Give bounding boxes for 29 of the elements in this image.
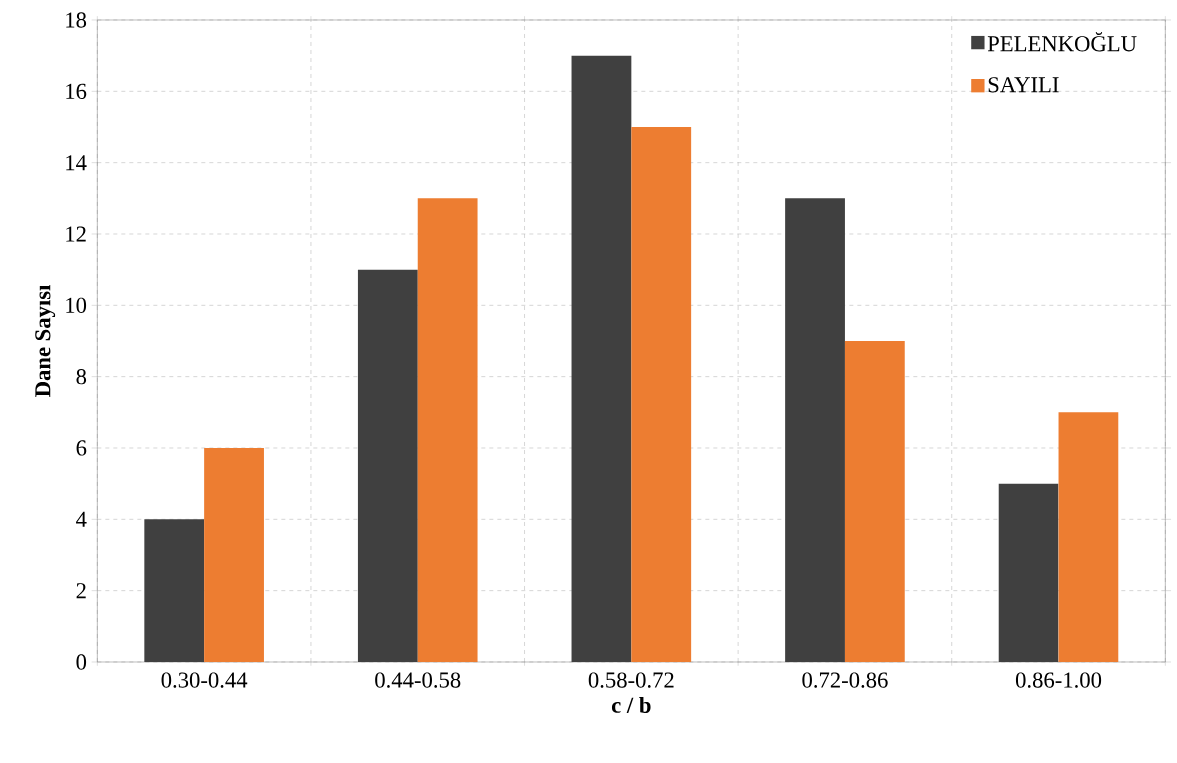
bar [357, 269, 418, 662]
y-tick-label: 12 [66, 226, 86, 242]
legend-label: SAYILI [988, 77, 1059, 93]
x-tick-label: 0.86-1.00 [1015, 672, 1102, 688]
y-tick-label: 2 [76, 583, 86, 599]
y-tick-label: 6 [76, 440, 87, 456]
x-axis-title: c / b [611, 696, 651, 713]
bar [144, 519, 205, 662]
bar [998, 483, 1059, 662]
y-tick-label: 18 [66, 12, 87, 28]
bar [204, 447, 264, 662]
x-tick-label: 0.30-0.44 [161, 672, 248, 688]
bar [844, 340, 905, 662]
bar [571, 55, 632, 662]
y-tick-label: 4 [76, 511, 87, 527]
y-axis-title: Dane Sayısı [35, 284, 56, 397]
y-tick-label: 0 [76, 654, 87, 670]
x-tick-label: 0.44-0.58 [375, 672, 461, 688]
y-tick-label: 14 [66, 155, 87, 171]
legend-label: PELENKOĞLU [987, 32, 1137, 52]
y-tick-label: 10 [66, 297, 87, 313]
bar [631, 126, 692, 662]
bar [785, 198, 845, 662]
bar [1058, 412, 1119, 662]
y-tick-label: 8 [76, 369, 87, 385]
y-tick-label: 16 [66, 83, 87, 99]
bar [417, 198, 478, 662]
x-tick-label: 0.58-0.72 [588, 672, 674, 688]
x-tick-label: 0.72-0.86 [802, 672, 888, 688]
